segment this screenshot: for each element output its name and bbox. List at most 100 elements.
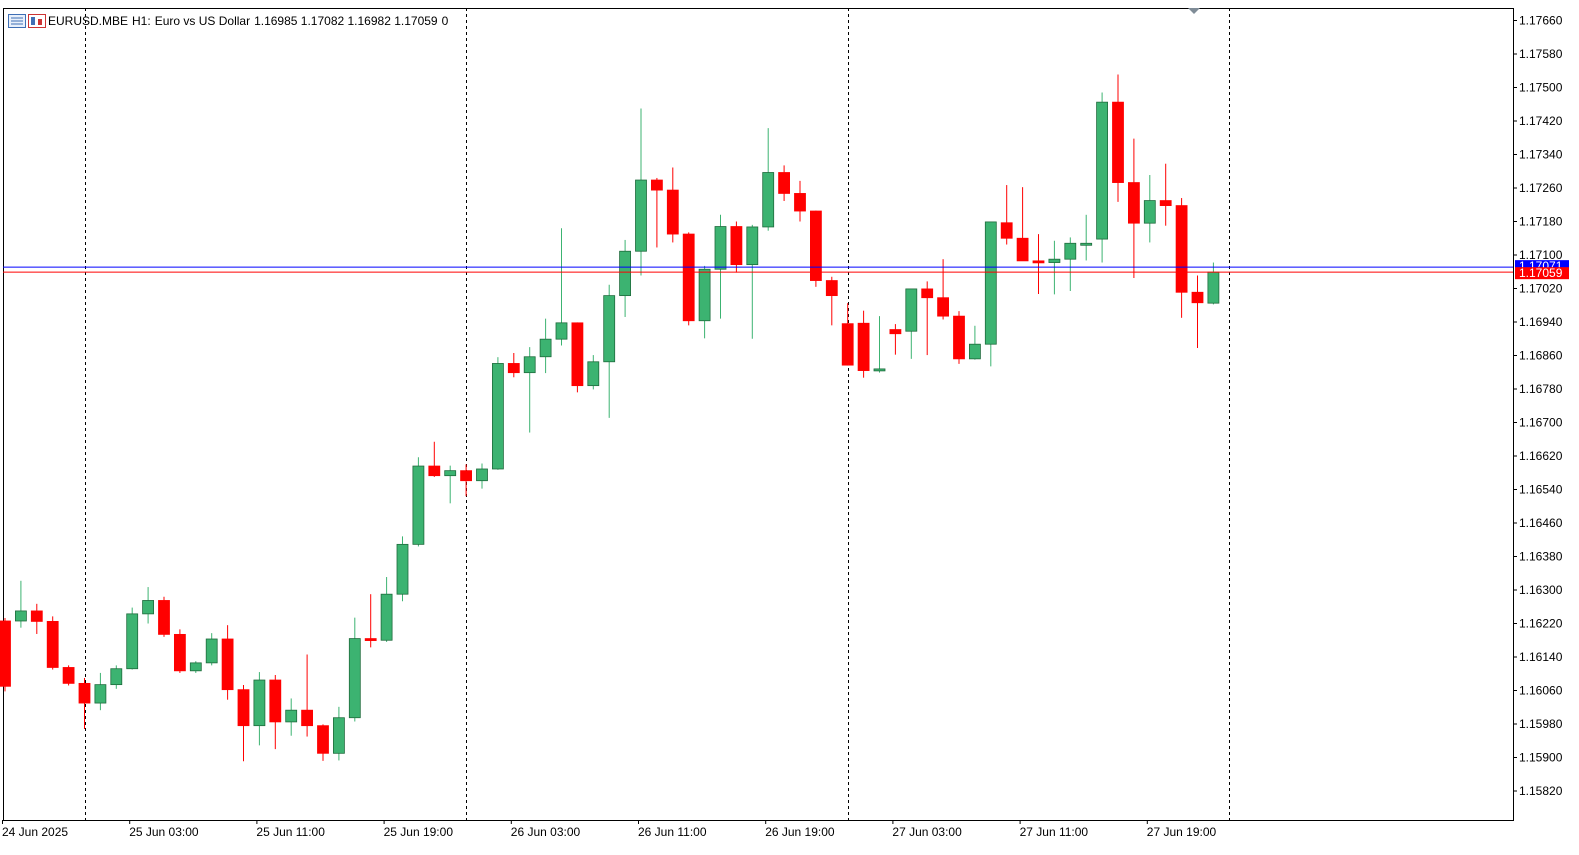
candle-body — [953, 315, 965, 360]
y-tick-label: 1.17340 — [1519, 148, 1563, 162]
candle-body — [746, 226, 759, 266]
candle-body — [269, 679, 282, 723]
candle-body — [762, 172, 775, 228]
candle-body — [1159, 200, 1172, 206]
candle-body — [889, 329, 902, 335]
y-tick-label: 1.17580 — [1519, 47, 1563, 61]
chart-properties-icon[interactable] — [8, 14, 26, 28]
candle-body — [682, 233, 695, 322]
candle-body — [412, 465, 425, 545]
candle-body — [476, 468, 488, 482]
x-tick-label: 26 Jun 19:00 — [765, 825, 835, 839]
candle-body — [714, 226, 727, 270]
candle-body — [189, 662, 202, 672]
candle-body — [1175, 205, 1188, 293]
candle-body — [62, 667, 75, 684]
candle-body — [0, 620, 11, 687]
y-tick-label: 1.17180 — [1519, 215, 1563, 229]
candle-body — [507, 363, 520, 374]
candle-body — [571, 322, 584, 387]
y-tick-label: 1.15900 — [1519, 751, 1563, 765]
candle-body — [778, 172, 790, 194]
candle-body — [94, 684, 107, 704]
y-tick-label: 1.15820 — [1519, 784, 1563, 798]
extra-label: 0 — [441, 14, 449, 28]
plot-frame — [3, 8, 1514, 821]
candle-body — [666, 189, 679, 235]
candle-body — [730, 226, 743, 266]
candle-body — [905, 288, 918, 332]
x-tick-label: 25 Jun 11:00 — [256, 825, 325, 839]
candle-body — [78, 682, 91, 704]
x-tick-label: 24 Jun 2025 — [2, 825, 68, 839]
candle-body — [126, 613, 139, 670]
bid-price-tag — [1515, 267, 1569, 280]
y-tick-label: 1.17100 — [1519, 248, 1563, 262]
candle-body — [587, 361, 600, 387]
symbol-label: EURUSD.MBE — [48, 14, 129, 28]
candle-body — [142, 600, 155, 615]
y-tick-label: 1.15980 — [1519, 717, 1563, 731]
x-tick-label: 25 Jun 03:00 — [129, 825, 199, 839]
y-tick-label: 1.16620 — [1519, 449, 1563, 463]
candle-body — [1096, 101, 1108, 240]
candle-body — [1207, 271, 1220, 304]
candle-body — [1128, 182, 1140, 224]
candle-body — [698, 268, 711, 322]
candle-body — [110, 668, 123, 686]
y-tick-label: 1.17660 — [1519, 14, 1563, 28]
y-tick-label: 1.16380 — [1519, 550, 1563, 564]
y-tick-label: 1.16940 — [1519, 315, 1563, 329]
candle-body — [523, 356, 536, 374]
candle-body — [428, 465, 441, 477]
trade-icon[interactable] — [28, 14, 46, 28]
y-tick-label: 1.16780 — [1519, 382, 1563, 396]
candle-body — [14, 610, 27, 622]
candle-body — [380, 593, 393, 641]
candle-body — [396, 543, 409, 595]
candle-body — [491, 363, 504, 470]
candle-body — [603, 295, 616, 363]
y-tick-label: 1.17500 — [1519, 81, 1563, 95]
candle-body — [1000, 222, 1013, 239]
y-tick-label: 1.16540 — [1519, 483, 1563, 497]
candle-body — [1048, 258, 1061, 263]
candle-body — [1032, 260, 1045, 264]
candle-body — [619, 250, 631, 297]
x-tick-label: 27 Jun 03:00 — [892, 825, 962, 839]
candle-body — [173, 633, 186, 672]
candle-body — [555, 322, 568, 340]
candle-body — [221, 638, 234, 691]
candle-body — [1080, 242, 1093, 246]
chart-shift-marker[interactable] — [1188, 8, 1200, 14]
candle-body — [460, 470, 473, 482]
x-tick-label: 25 Jun 19:00 — [384, 825, 454, 839]
y-tick-label: 1.16060 — [1519, 684, 1563, 698]
candle-body — [1191, 291, 1204, 304]
y-tick-label: 1.17020 — [1519, 282, 1563, 296]
candle-body — [857, 322, 870, 371]
candle-body — [348, 638, 361, 719]
y-tick-label: 1.17420 — [1519, 114, 1563, 128]
y-tick-label: 1.16300 — [1519, 583, 1563, 597]
candle-body — [937, 297, 949, 317]
candle-body — [651, 179, 663, 191]
y-tick-label: 1.16700 — [1519, 416, 1563, 430]
ohlc-label: 1.16985 1.17082 1.16982 1.17059 — [254, 14, 438, 28]
candle-body — [810, 210, 822, 281]
candle-body — [253, 679, 266, 727]
candle-body — [30, 610, 43, 622]
candle-body — [969, 343, 981, 360]
candle-body — [158, 600, 170, 635]
y-tick-label: 1.16220 — [1519, 617, 1563, 631]
candle-body — [984, 221, 997, 345]
x-tick-label: 27 Jun 19:00 — [1147, 825, 1217, 839]
y-tick-label: 1.16140 — [1519, 650, 1563, 664]
candle-body — [873, 368, 886, 372]
candle-body — [1112, 101, 1124, 183]
candle-body — [332, 717, 345, 754]
candle-body — [1143, 200, 1156, 224]
chart-header: EURUSD.MBE H1: Euro vs US Dollar 1.16985… — [8, 12, 452, 30]
